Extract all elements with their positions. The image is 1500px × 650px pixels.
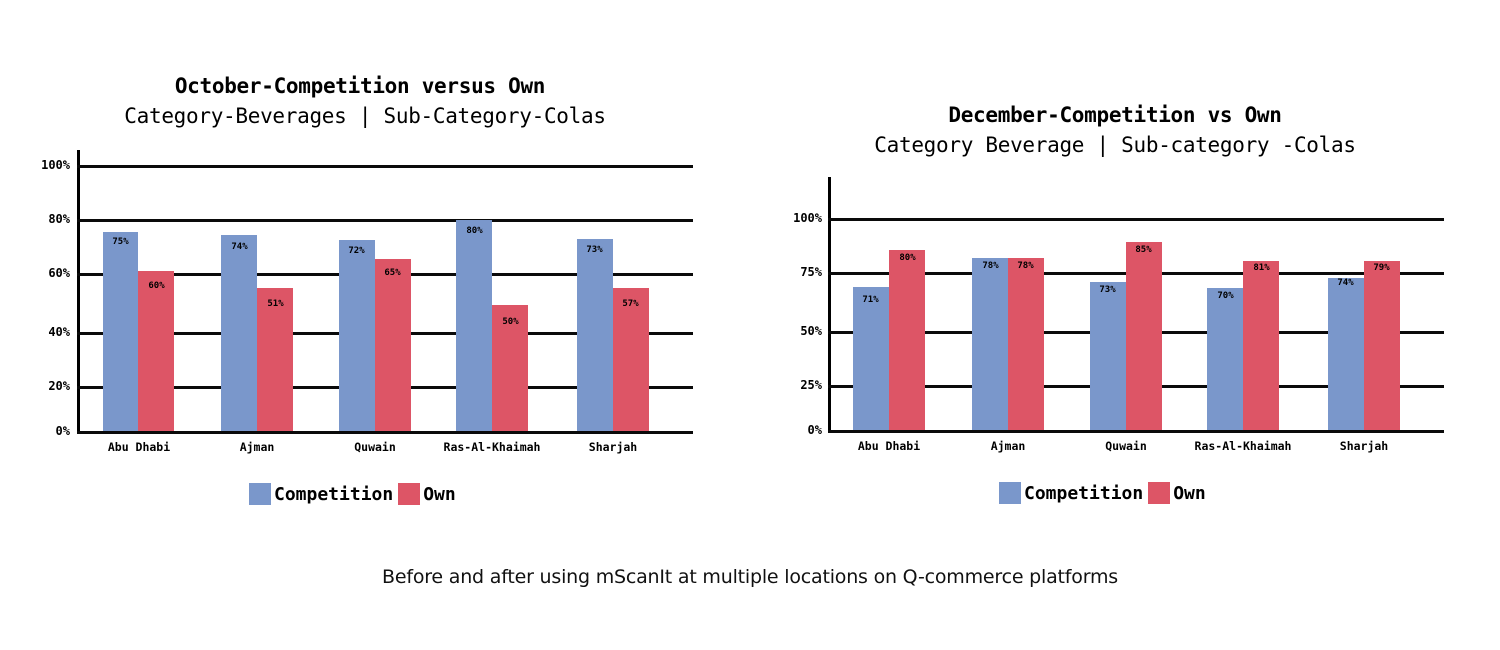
bar-label: 78% — [982, 261, 999, 271]
bar-competition-ajman — [221, 235, 257, 431]
y-tick: 50% — [800, 324, 822, 338]
bar-label: 73% — [1099, 285, 1116, 295]
y-axis — [828, 177, 831, 433]
bar-competition-sharjah — [1328, 278, 1364, 430]
chart-title: December-Competition vs Own — [948, 103, 1282, 127]
bar-own-abu-dhabi — [889, 250, 925, 430]
bar-own-quwain — [375, 259, 411, 431]
x-tick: Quwain — [1105, 439, 1147, 453]
bar-label: 70% — [1217, 291, 1234, 301]
figure-caption: Before and after using mScanIt at multip… — [382, 566, 1118, 588]
legend-own: Own — [423, 483, 456, 505]
gridline-80 — [77, 219, 693, 222]
bar-own-ras-al-khaimah — [1243, 261, 1279, 430]
x-tick: Ras-Al-Khaimah — [1194, 439, 1292, 453]
x-axis — [77, 431, 693, 434]
y-tick: 25% — [800, 378, 822, 392]
chart-title: October-Competition versus Own — [174, 74, 546, 98]
bar-own-ajman — [1008, 258, 1044, 430]
bar-label: 74% — [1337, 278, 1354, 288]
chart-legend: Competition Own — [999, 482, 1211, 504]
bar-label: 73% — [586, 245, 603, 255]
y-tick: 0% — [807, 423, 822, 437]
bar-label: 65% — [384, 268, 401, 278]
y-tick: 20% — [48, 379, 70, 393]
bar-own-ras-al-khaimah — [492, 305, 528, 431]
legend-competition: Competition — [274, 483, 394, 505]
y-tick: 80% — [48, 212, 70, 226]
gridline-100 — [828, 218, 1444, 221]
own-swatch — [1148, 482, 1171, 504]
bar-label: 75% — [112, 237, 129, 247]
bar-label: 79% — [1373, 263, 1390, 273]
bar-label: 50% — [502, 317, 519, 327]
bar-label: 80% — [466, 226, 483, 236]
y-tick: 100% — [793, 211, 822, 225]
bar-label: 51% — [267, 299, 284, 309]
gridline-100 — [77, 165, 693, 168]
legend-competition: Competition — [1024, 482, 1144, 504]
y-tick: 75% — [800, 265, 822, 279]
bar-own-ajman — [257, 288, 293, 431]
bar-competition-sharjah — [577, 239, 613, 431]
bar-competition-ajman — [972, 258, 1008, 430]
bar-competition-quwain — [339, 240, 375, 431]
bar-own-quwain — [1126, 242, 1162, 430]
x-tick: Ajman — [990, 439, 1026, 453]
competition-swatch — [999, 482, 1021, 504]
chart-subtitle: Category-Beverages | Sub-Category-Colas — [124, 104, 606, 128]
x-tick: Abu Dhabi — [857, 439, 921, 453]
bar-label: 72% — [348, 246, 365, 256]
y-tick: 40% — [48, 325, 70, 339]
bar-label: 57% — [622, 299, 639, 309]
bar-competition-abu-dhabi — [853, 287, 889, 430]
bar-competition-ras-al-khaimah — [456, 220, 492, 431]
bar-label: 60% — [148, 281, 165, 291]
x-tick: Quwain — [354, 440, 396, 454]
legend-own: Own — [1173, 482, 1206, 504]
bar-label: 81% — [1253, 263, 1270, 273]
bar-label: 71% — [862, 295, 879, 305]
x-tick: Ras-Al-Khaimah — [443, 440, 541, 454]
bar-own-abu-dhabi — [138, 271, 174, 431]
x-tick: Abu Dhabi — [107, 440, 171, 454]
bar-own-sharjah — [613, 288, 649, 431]
own-swatch — [398, 483, 421, 505]
y-axis — [77, 150, 80, 434]
x-axis — [828, 430, 1444, 433]
bar-competition-ras-al-khaimah — [1207, 288, 1243, 430]
competition-swatch — [249, 483, 271, 505]
chart-subtitle: Category Beverage | Sub-category -Colas — [874, 133, 1356, 157]
bar-competition-abu-dhabi — [103, 232, 138, 431]
y-tick: 100% — [41, 158, 70, 172]
bar-label: 74% — [231, 242, 248, 252]
bar-label: 78% — [1017, 261, 1034, 271]
bar-own-sharjah — [1364, 261, 1400, 430]
x-tick: Sharjah — [1339, 439, 1389, 453]
x-tick: Sharjah — [588, 440, 638, 454]
bar-label: 80% — [899, 253, 916, 263]
y-tick: 0% — [55, 424, 70, 438]
chart-legend: Competition Own — [249, 483, 461, 505]
x-tick: Ajman — [239, 440, 275, 454]
bar-label: 85% — [1135, 245, 1152, 255]
y-tick: 60% — [48, 266, 70, 280]
bar-competition-quwain — [1090, 282, 1126, 430]
